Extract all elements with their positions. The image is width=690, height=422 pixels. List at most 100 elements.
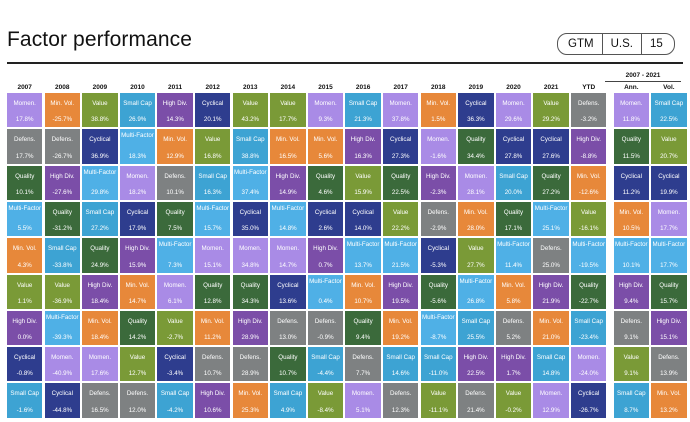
- factor-label: Small Cap: [48, 245, 77, 253]
- factor-label: Multi-Factor: [8, 204, 42, 212]
- factor-cell: Small Cap -1.6%: [7, 383, 43, 418]
- return-value: 1.1%: [17, 297, 32, 305]
- factor-cell: Defens. 10.1%: [157, 165, 193, 200]
- factor-cell: Quality 27.2%: [533, 165, 569, 200]
- factor-label: Momen.: [620, 100, 643, 107]
- factor-label: Min. Vol.: [576, 172, 601, 180]
- factor-label: Quality: [127, 317, 148, 325]
- return-value: 12.9%: [542, 406, 560, 414]
- return-value: 21.0%: [542, 334, 560, 342]
- title-divider: [7, 62, 683, 64]
- factor-cell: Cyclical -3.4%: [157, 347, 193, 382]
- return-value: 18.4%: [91, 297, 109, 305]
- factor-label: Value: [355, 172, 371, 180]
- return-value: 14.7%: [128, 297, 147, 305]
- column-header: 2008: [55, 84, 70, 91]
- column-header: 2016: [355, 84, 371, 91]
- return-value: 9.1%: [624, 370, 639, 378]
- factor-cell: Momen. -24.0%: [571, 347, 607, 382]
- factor-label: Small Cap: [236, 136, 265, 144]
- factor-label: Quality: [15, 172, 35, 180]
- return-value: 14.8%: [279, 225, 297, 233]
- factor-cell: Defens. 13.9%: [651, 347, 687, 382]
- factor-cell: Min. Vol. 12.9%: [157, 129, 193, 164]
- factor-label: Quality: [90, 245, 110, 253]
- factor-label: Min. Vol.: [619, 208, 644, 216]
- factor-cell: Defens. -0.9%: [307, 310, 344, 346]
- factor-cell: Value 17.7%: [270, 93, 306, 128]
- factor-label: Momen.: [201, 245, 224, 253]
- return-value: 14.3%: [166, 116, 184, 124]
- return-value: -27.6%: [52, 188, 73, 196]
- return-value: 14.6%: [391, 370, 410, 378]
- factor-cell: Min. Vol. 13.2%: [651, 383, 687, 418]
- summary-range-divider: [605, 81, 681, 82]
- column-header: 2012: [205, 84, 220, 91]
- factor-cell: Min. Vol. 11.2%: [195, 310, 231, 346]
- factor-label: Value: [280, 100, 296, 107]
- return-value: -0.8%: [16, 370, 33, 378]
- factor-cell: Multi-Factor 5.5%: [7, 201, 43, 237]
- return-value: 26.9%: [128, 116, 147, 124]
- return-value: 18.2%: [128, 188, 147, 196]
- return-value: 16.3%: [203, 188, 222, 196]
- return-value: -8.4%: [317, 406, 334, 414]
- factor-label: Defens.: [390, 390, 412, 398]
- factor-label: Quality: [278, 354, 298, 362]
- factor-label: Momen.: [539, 390, 563, 398]
- factor-cell: Quality -5.6%: [420, 274, 456, 309]
- factor-label: Multi-Factor: [45, 313, 79, 321]
- return-value: 12.8%: [203, 297, 222, 305]
- factor-label: Value: [468, 245, 484, 253]
- factor-label: Momen.: [577, 354, 600, 362]
- factor-label: Defens.: [620, 317, 642, 325]
- factor-label: Cyclical: [540, 136, 562, 144]
- return-value: -4.4%: [317, 370, 334, 378]
- factor-label: Quality: [203, 281, 223, 289]
- factor-cell: Small Cap 8.7%: [613, 383, 649, 418]
- factor-label: Multi-Factor: [384, 241, 418, 249]
- return-value: -33.8%: [52, 261, 73, 269]
- return-value: 28.9%: [241, 334, 260, 342]
- return-value: 4.9%: [280, 406, 295, 414]
- factor-cell: Value 38.8%: [82, 93, 118, 128]
- factor-cell: Small Cap -23.4%: [571, 310, 607, 346]
- return-value: -26.7%: [52, 152, 73, 160]
- tag-region: U.S.: [601, 34, 641, 54]
- factor-cell: Small Cap 16.3%: [195, 165, 231, 200]
- return-value: 11.2%: [622, 188, 640, 196]
- factor-label: Value: [167, 317, 183, 325]
- return-value: 27.6%: [542, 152, 560, 160]
- factor-cell: Multi-Factor 11.4%: [495, 238, 532, 273]
- factor-cell: Quality 9.4%: [345, 310, 381, 346]
- column-header: Vol.: [663, 84, 675, 91]
- factor-cell: Defens. 21.4%: [458, 383, 494, 418]
- factor-label: Defens.: [427, 208, 449, 216]
- factor-cell: Min. Vol. 28.0%: [458, 201, 494, 237]
- return-value: 15.9%: [128, 261, 147, 269]
- return-value: 22.5%: [391, 188, 410, 196]
- return-value: 25.0%: [542, 261, 560, 269]
- factor-label: Cyclical: [465, 100, 487, 107]
- return-value: -0.2%: [505, 406, 522, 414]
- factor-cell: Momen. 29.6%: [495, 93, 532, 128]
- factor-label: Defens.: [578, 100, 600, 107]
- factor-label: Defens.: [465, 390, 487, 398]
- factor-label: Small Cap: [311, 354, 340, 362]
- factor-label: Quality: [315, 172, 336, 180]
- return-value: 36.3%: [467, 116, 485, 124]
- return-value: -0.9%: [317, 334, 334, 342]
- factor-label: Min. Vol.: [426, 100, 451, 107]
- factor-label: Min. Vol.: [125, 281, 150, 289]
- factor-cell: Value 12.7%: [119, 347, 156, 382]
- factor-cell: Quality 7.5%: [157, 201, 193, 237]
- factor-cell: Small Cap 26.9%: [119, 93, 156, 128]
- return-value: -23.4%: [578, 334, 599, 342]
- return-value: 14.7%: [279, 261, 297, 269]
- factor-cell: Cyclical 36.3%: [458, 93, 494, 128]
- factor-label: Min. Vol.: [539, 317, 563, 325]
- factor-cell: High Div. 14.3%: [157, 93, 193, 128]
- factor-cell: Momen. 17.7%: [651, 201, 687, 237]
- factor-cell: Multi-Factor 7.3%: [157, 238, 193, 273]
- factor-cell: Quality 24.9%: [82, 238, 118, 273]
